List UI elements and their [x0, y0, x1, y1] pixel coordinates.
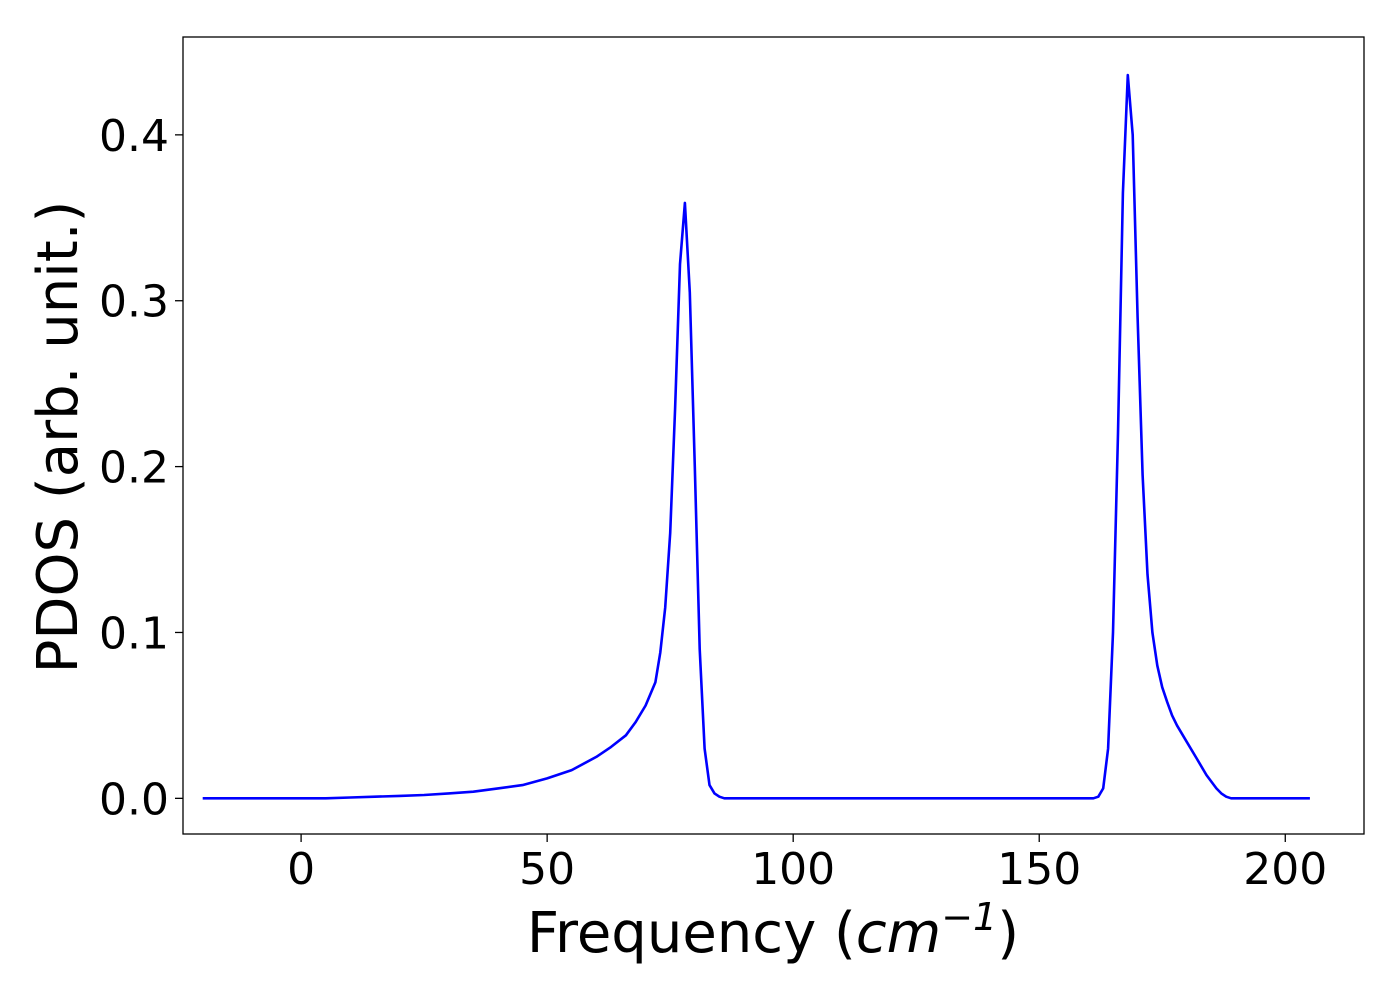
- y-tick-label: 0.1: [99, 608, 169, 659]
- y-tick-label: 0.2: [99, 443, 169, 494]
- x-tick-label: 0: [287, 844, 315, 895]
- series-layer: [202, 73, 1310, 800]
- ticks-layer: 0 50 100 150 200 0.0 0.1 0.2 0.3 0.4: [99, 111, 1327, 895]
- x-axis-label: Frequency (cm−1): [527, 895, 1019, 966]
- x-tick-label: 150: [997, 844, 1081, 895]
- y-axis-label: PDOS (arb. unit.): [26, 201, 91, 674]
- x-tick-label: 100: [751, 844, 835, 895]
- x-axis-label-suffix: ): [997, 901, 1019, 966]
- y-tick-label: 0.0: [99, 774, 169, 825]
- x-tick-label: 200: [1243, 844, 1327, 895]
- y-tick-label: 0.3: [99, 277, 169, 328]
- x-axis-label-math-base: cm: [856, 901, 941, 966]
- plot-frame: [182, 36, 1365, 835]
- y-tick-label: 0.4: [99, 111, 169, 162]
- plot-background: [183, 37, 1364, 834]
- pdos-series-line-0: [202, 73, 1310, 800]
- x-tick-label: 50: [519, 844, 575, 895]
- x-axis-label-prefix: Frequency (: [527, 901, 856, 966]
- x-axis-label-math-sup: −1: [941, 895, 997, 939]
